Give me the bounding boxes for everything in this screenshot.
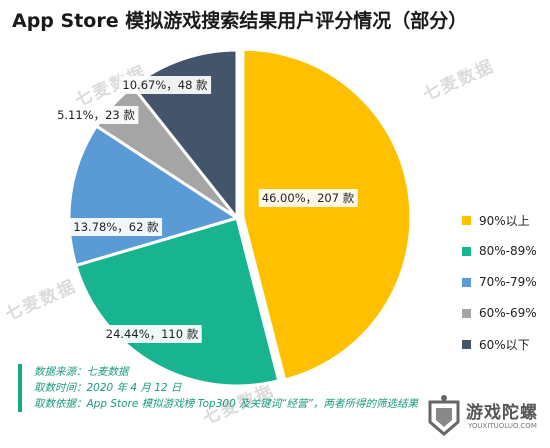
source-line: 数据来源：七麦数据 (34, 366, 129, 378)
data-label-box (102, 325, 202, 343)
legend-item: 60%以下 (462, 333, 537, 355)
legend-label: 80%-89% (479, 244, 537, 258)
legend-item: 60%-69% (462, 302, 537, 324)
legend-item: 80%-89% (462, 240, 537, 262)
basis-line: 取数依据：App Store 模拟游戏榜 Top300 及关键词“经营”，两者所… (34, 398, 418, 410)
legend-item: 70%-79% (462, 271, 537, 293)
data-label-1: 46.00%，207 款 (258, 189, 358, 207)
chart-title: App Store 模拟游戏搜索结果用户评分情况（部分） (12, 10, 468, 32)
legend-label: 90%以上 (479, 213, 530, 228)
data-label-5: 10.67%，48 款 (119, 76, 212, 94)
logo-url: YOUXITUOLUO.COM (468, 422, 537, 430)
legend-swatch (462, 215, 471, 225)
data-label-text: 13.78%，62 款 (73, 220, 159, 234)
logo-icon (428, 395, 460, 436)
data-label-box (54, 106, 139, 124)
data-label-box (258, 189, 358, 207)
data-label-text: 46.00%，207 款 (262, 191, 355, 205)
data-label-2: 24.44%，110 款 (102, 325, 202, 343)
logo-name: 游戏陀螺 (466, 403, 538, 423)
data-label-4: 5.11%，23 款 (54, 106, 139, 124)
youxituoluo-logo: 游戏陀螺 YOUXITUOLUO.COM (426, 392, 544, 442)
data-label-box (119, 76, 212, 94)
data-label-text: 10.67%，48 款 (122, 78, 208, 92)
legend-item: 90%以上 (462, 209, 537, 231)
legend-swatch (462, 339, 471, 349)
data-label-3: 13.78%，62 款 (70, 218, 163, 236)
legend-swatch (462, 246, 471, 256)
date-line: 取数时间：2020 年 4 月 12 日 (34, 382, 182, 394)
data-label-text: 24.44%，110 款 (106, 327, 199, 341)
pie-slice-1 (241, 47, 413, 382)
data-label-box (70, 218, 163, 236)
legend-label: 60%以下 (479, 337, 530, 352)
legend-swatch (462, 308, 471, 318)
legend-swatch (462, 277, 471, 287)
source-notes: 数据来源：七麦数据 取数时间：2020 年 4 月 12 日 取数依据：App … (18, 364, 418, 412)
data-label-text: 5.11%，23 款 (57, 108, 135, 122)
legend: 90%以上 80%-89% 70%-79% 60%-69% 60%以下 (462, 209, 537, 364)
pie-slice-2 (73, 216, 281, 388)
legend-label: 60%-69% (479, 306, 537, 320)
legend-label: 70%-79% (479, 275, 537, 289)
